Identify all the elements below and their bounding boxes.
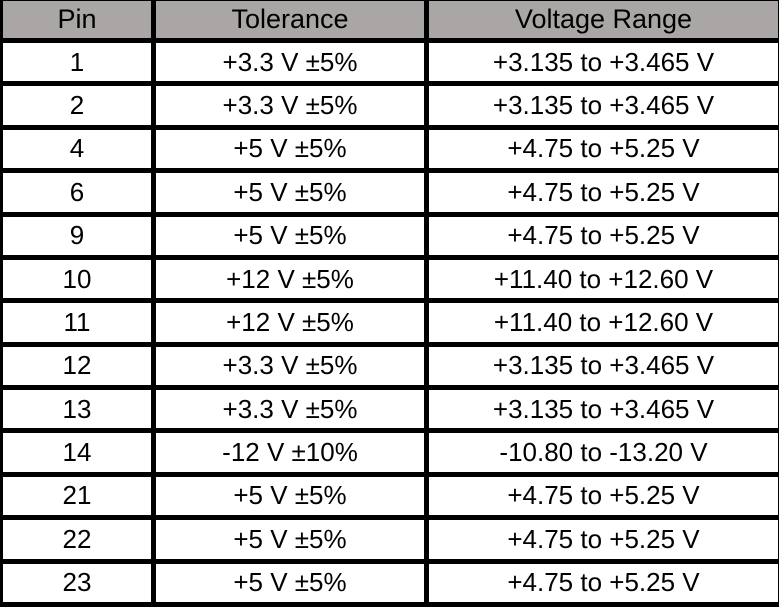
- pin-cell: 13: [0, 384, 156, 434]
- table-row: 11 +12 V ±5% +11.40 to +12.60 V: [0, 298, 779, 347]
- pin-cell: 23: [0, 558, 156, 607]
- pin-cell: 10: [0, 254, 156, 304]
- table-row: 13 +3.3 V ±5% +3.135 to +3.465 V: [0, 384, 779, 434]
- column-header-pin: Pin: [0, 0, 156, 43]
- voltage-range-cell: +4.75 to +5.25 V: [424, 471, 779, 521]
- table-row: 6 +5 V ±5% +4.75 to +5.25 V: [0, 168, 779, 217]
- pin-cell: 6: [0, 168, 156, 217]
- table-row: 4 +5 V ±5% +4.75 to +5.25 V: [0, 124, 779, 174]
- tolerance-cell: +5 V ±5%: [151, 515, 429, 564]
- table-row: 12 +3.3 V ±5% +3.135 to +3.465 V: [0, 341, 779, 391]
- tolerance-cell: +12 V ±5%: [151, 298, 429, 347]
- voltage-range-cell: +3.135 to +3.465 V: [424, 384, 779, 434]
- table-row: 14 -12 V ±10% -10.80 to -13.20 V: [0, 428, 779, 477]
- column-header-tolerance: Tolerance: [151, 0, 429, 43]
- pin-cell: 9: [0, 211, 156, 260]
- voltage-range-cell: +4.75 to +5.25 V: [424, 558, 779, 607]
- table-row: 2 +3.3 V ±5% +3.135 to +3.465 V: [0, 81, 779, 130]
- voltage-range-cell: +4.75 to +5.25 V: [424, 515, 779, 564]
- voltage-range-cell: +3.135 to +3.465 V: [424, 341, 779, 391]
- voltage-range-cell: +4.75 to +5.25 V: [424, 211, 779, 260]
- table-row: 22 +5 V ±5% +4.75 to +5.25 V: [0, 515, 779, 564]
- table-row: 1 +3.3 V ±5% +3.135 to +3.465 V: [0, 37, 779, 87]
- tolerance-cell: +3.3 V ±5%: [151, 341, 429, 391]
- pin-cell: 22: [0, 515, 156, 564]
- column-header-voltage-range: Voltage Range: [424, 0, 779, 43]
- tolerance-cell: +5 V ±5%: [151, 124, 429, 174]
- table-body: 1 +3.3 V ±5% +3.135 to +3.465 V 2 +3.3 V ±5%…: [0, 37, 779, 607]
- voltage-range-cell: +11.40 to +12.60 V: [424, 298, 779, 347]
- voltage-range-cell: +3.135 to +3.465 V: [424, 37, 779, 87]
- tolerance-cell: +5 V ±5%: [151, 211, 429, 260]
- table-row: 23 +5 V ±5% +4.75 to +5.25 V: [0, 558, 779, 607]
- pin-cell: 21: [0, 471, 156, 521]
- pin-cell: 12: [0, 341, 156, 391]
- header-row: Pin Tolerance Voltage Range: [0, 0, 779, 43]
- pin-cell: 11: [0, 298, 156, 347]
- table-row: 9 +5 V ±5% +4.75 to +5.25 V: [0, 211, 779, 260]
- voltage-range-cell: +4.75 to +5.25 V: [424, 124, 779, 174]
- pin-cell: 4: [0, 124, 156, 174]
- pin-cell: 2: [0, 81, 156, 130]
- table-row: 21 +5 V ±5% +4.75 to +5.25 V: [0, 471, 779, 521]
- tolerance-cell: +5 V ±5%: [151, 168, 429, 217]
- voltage-range-cell: +4.75 to +5.25 V: [424, 168, 779, 217]
- tolerance-cell: +3.3 V ±5%: [151, 81, 429, 130]
- tolerance-cell: +3.3 V ±5%: [151, 37, 429, 87]
- tolerance-cell: +3.3 V ±5%: [151, 384, 429, 434]
- tolerance-cell: -12 V ±10%: [151, 428, 429, 477]
- voltage-range-cell: -10.80 to -13.20 V: [424, 428, 779, 477]
- table-row: 10 +12 V ±5% +11.40 to +12.60 V: [0, 254, 779, 304]
- pin-cell: 1: [0, 37, 156, 87]
- tolerance-cell: +5 V ±5%: [151, 558, 429, 607]
- pin-cell: 14: [0, 428, 156, 477]
- voltage-range-cell: +11.40 to +12.60 V: [424, 254, 779, 304]
- table-header: Pin Tolerance Voltage Range: [0, 0, 779, 43]
- tolerance-cell: +12 V ±5%: [151, 254, 429, 304]
- voltage-range-cell: +3.135 to +3.465 V: [424, 81, 779, 130]
- tolerance-cell: +5 V ±5%: [151, 471, 429, 521]
